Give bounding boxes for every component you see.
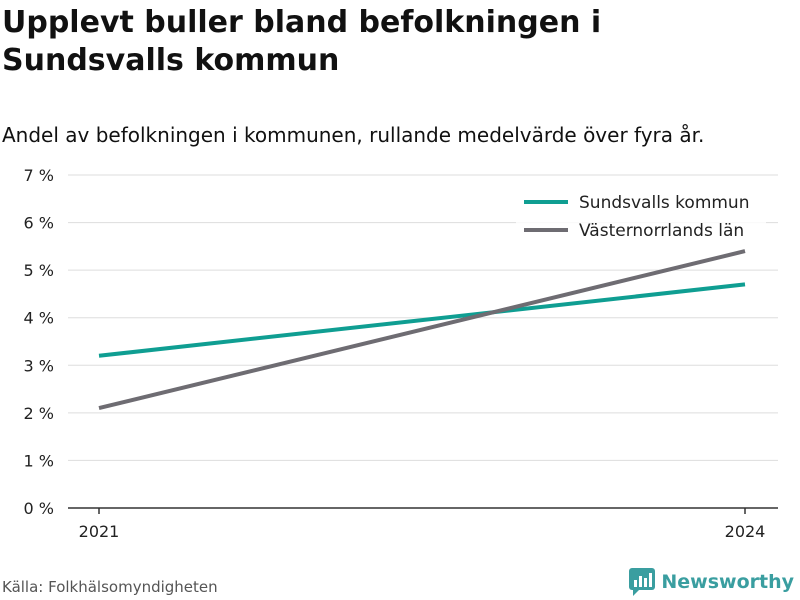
y-tick-label: 6 %	[24, 214, 54, 233]
x-tick-label: 2021	[79, 522, 120, 541]
x-tick-label: 2024	[725, 522, 766, 541]
legend-label: Västernorrlands län	[579, 221, 744, 241]
y-tick-label: 5 %	[24, 261, 54, 280]
line-chart: 0 % 1 % 2 % 3 % 4 % 5 % 6 % 7 % 2021 2024 Sundsval…	[24, 166, 778, 541]
brand-logo[interactable]: Newsworthy	[629, 568, 794, 596]
y-tick-label: 2 %	[24, 404, 54, 423]
legend-label: Sundsvalls kommun	[579, 193, 749, 213]
newsworthy-logo-icon	[629, 568, 656, 596]
y-tick-label: 0 %	[24, 499, 54, 518]
series-line-sundsvall	[98, 282, 746, 358]
y-tick-label: 7 %	[24, 166, 54, 185]
y-tick-label: 4 %	[24, 309, 54, 328]
y-tick-label: 1 %	[24, 451, 54, 470]
source-note: Källa: Folkhälsomyndigheten	[2, 578, 218, 596]
series-line-vasternorrland	[98, 249, 746, 411]
legend-background	[516, 186, 766, 248]
y-tick-label: 3 %	[24, 356, 54, 375]
chart-title: Upplevt buller bland befolkningen i Sund…	[2, 5, 602, 78]
brand-name: Newsworthy	[661, 571, 794, 593]
chart-subtitle: Andel av befolkningen i kommunen, rullan…	[2, 123, 705, 147]
